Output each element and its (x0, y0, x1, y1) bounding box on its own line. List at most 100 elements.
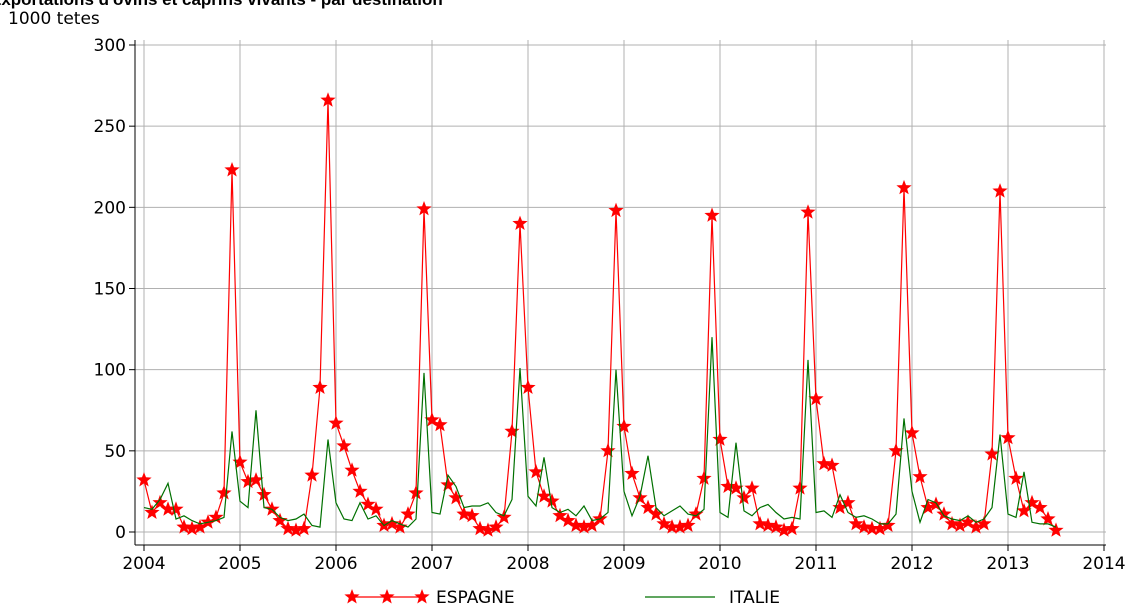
star-marker (936, 506, 952, 521)
star-marker (1008, 470, 1024, 485)
star-marker (720, 478, 736, 493)
x-tick-label: 2007 (410, 554, 453, 574)
star-marker (1024, 494, 1040, 510)
y-tick-label: 200 (94, 198, 126, 218)
star-marker (192, 519, 208, 534)
star-marker (824, 457, 840, 472)
x-tick-label: 2012 (890, 554, 933, 574)
star-marker (968, 519, 984, 534)
x-tick-label: 2009 (602, 554, 645, 574)
star-marker (984, 446, 1000, 461)
star-marker (344, 462, 360, 477)
star-marker (576, 519, 592, 534)
star-marker (848, 515, 864, 531)
star-marker (816, 455, 832, 471)
star-marker (712, 431, 728, 446)
star-marker (176, 519, 192, 534)
x-tick-label: 2010 (698, 554, 741, 574)
y-axis-label: 1000 tetes (8, 9, 100, 29)
chart-title: Exportations d'ovins et caprins vivants … (0, 0, 443, 9)
star-marker (1032, 499, 1048, 515)
x-tick-label: 2005 (218, 554, 261, 574)
star-marker (224, 162, 240, 177)
star-marker (608, 202, 624, 218)
star-marker (616, 418, 632, 433)
star-marker (1040, 511, 1056, 526)
x-tick-label: 2006 (314, 554, 357, 574)
star-marker (664, 519, 680, 534)
star-marker (288, 522, 304, 537)
star-marker (496, 509, 512, 524)
star-marker (1000, 429, 1016, 445)
y-tick-label: 100 (94, 361, 126, 381)
star-marker (328, 415, 344, 430)
star-marker (976, 515, 992, 531)
star-marker (392, 519, 408, 534)
star-marker (432, 416, 448, 432)
star-marker (304, 467, 320, 482)
star-marker (240, 473, 256, 489)
star-marker (168, 501, 184, 516)
legend-label: ESPAGNE (436, 588, 515, 608)
star-marker (360, 496, 376, 511)
star-marker (416, 201, 432, 216)
x-tick-label: 2014 (1082, 554, 1125, 574)
star-marker (952, 517, 968, 532)
star-marker (624, 465, 640, 480)
star-marker (440, 476, 456, 492)
star-marker (336, 438, 352, 453)
star-marker (136, 472, 152, 487)
star-marker (552, 507, 568, 523)
star-marker (728, 480, 744, 495)
star-marker (464, 507, 480, 523)
star-marker (648, 506, 664, 521)
y-tick-label: 0 (115, 523, 126, 543)
star-marker (144, 504, 160, 519)
star-marker (864, 520, 880, 536)
star-marker (992, 183, 1008, 198)
x-tick-label: 2013 (986, 554, 1029, 574)
star-marker (184, 520, 200, 536)
y-tick-label: 300 (94, 36, 126, 56)
x-tick-label: 2004 (122, 554, 165, 574)
star-marker (520, 379, 536, 394)
star-marker (488, 519, 504, 534)
star-marker (680, 517, 696, 532)
star-marker (472, 520, 488, 536)
star-marker (832, 499, 848, 515)
legend-star (344, 589, 360, 604)
star-marker (744, 480, 760, 495)
x-tick-label: 2011 (794, 554, 837, 574)
star-marker (152, 494, 168, 510)
star-marker (792, 480, 808, 495)
star-marker (424, 412, 440, 427)
y-tick-label: 250 (94, 117, 126, 137)
star-marker (448, 489, 464, 505)
star-marker (944, 515, 960, 531)
series-line (143, 100, 1057, 532)
star-marker (1016, 502, 1032, 518)
star-marker (368, 501, 384, 516)
star-marker (536, 488, 552, 503)
star-marker (352, 483, 368, 498)
star-marker (584, 517, 600, 532)
star-marker (760, 517, 776, 532)
star-marker (688, 506, 704, 521)
star-marker (960, 514, 976, 529)
star-marker (264, 501, 280, 516)
star-marker (752, 515, 768, 531)
star-marker (1048, 522, 1064, 537)
star-marker (544, 493, 560, 508)
star-marker (456, 506, 472, 521)
star-marker (528, 463, 544, 479)
series-line (143, 337, 1057, 528)
star-marker (160, 501, 176, 516)
star-marker (696, 470, 712, 485)
star-marker (912, 468, 928, 484)
star-marker (312, 379, 328, 394)
star-marker (560, 512, 576, 528)
star-marker (704, 207, 720, 222)
star-marker (400, 506, 416, 521)
x-tick-label: 2008 (506, 554, 549, 574)
star-marker (384, 515, 400, 531)
